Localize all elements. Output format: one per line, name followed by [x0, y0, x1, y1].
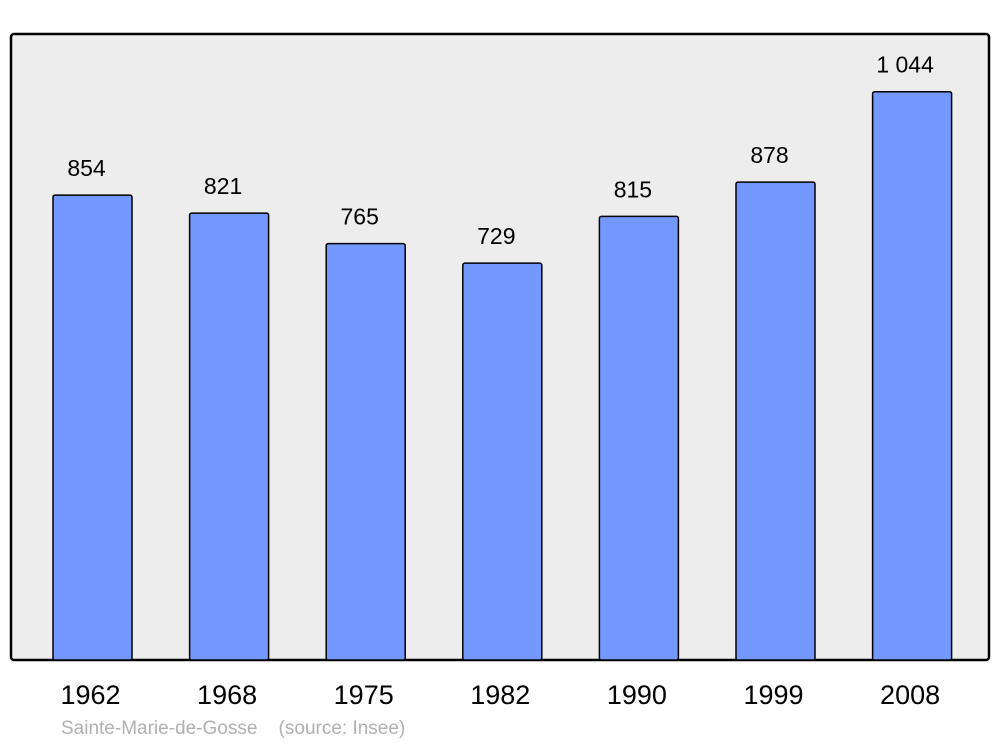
x-tick-label: 1990 [607, 680, 667, 710]
data-label: 815 [614, 176, 652, 202]
data-label: 729 [477, 223, 515, 249]
bar-1962 [52, 194, 133, 661]
x-tick-label: 1999 [743, 680, 803, 710]
data-label: 821 [204, 173, 242, 199]
data-label: 854 [67, 155, 106, 181]
footer-place: Sainte-Marie-de-Gosse [61, 718, 258, 739]
bar-2008 [871, 90, 953, 661]
footer: Sainte-Marie-de-Gosse (source: Insee) [61, 718, 405, 740]
bar-1990 [598, 215, 680, 661]
bar-1999 [735, 181, 816, 661]
x-tick-label: 2008 [880, 680, 940, 710]
x-tick-label: 1975 [334, 680, 394, 710]
bar-1975 [325, 242, 406, 661]
bar-1982 [462, 262, 543, 661]
x-tick-label: 1962 [60, 680, 120, 710]
data-label: 1 044 [876, 52, 934, 78]
x-tick-label: 1968 [197, 680, 257, 710]
data-label: 765 [341, 204, 379, 230]
footer-source: (source: Insee) [278, 718, 406, 739]
data-label: 878 [750, 142, 788, 168]
x-tick-label: 1982 [470, 680, 530, 710]
bar-1968 [188, 212, 270, 661]
